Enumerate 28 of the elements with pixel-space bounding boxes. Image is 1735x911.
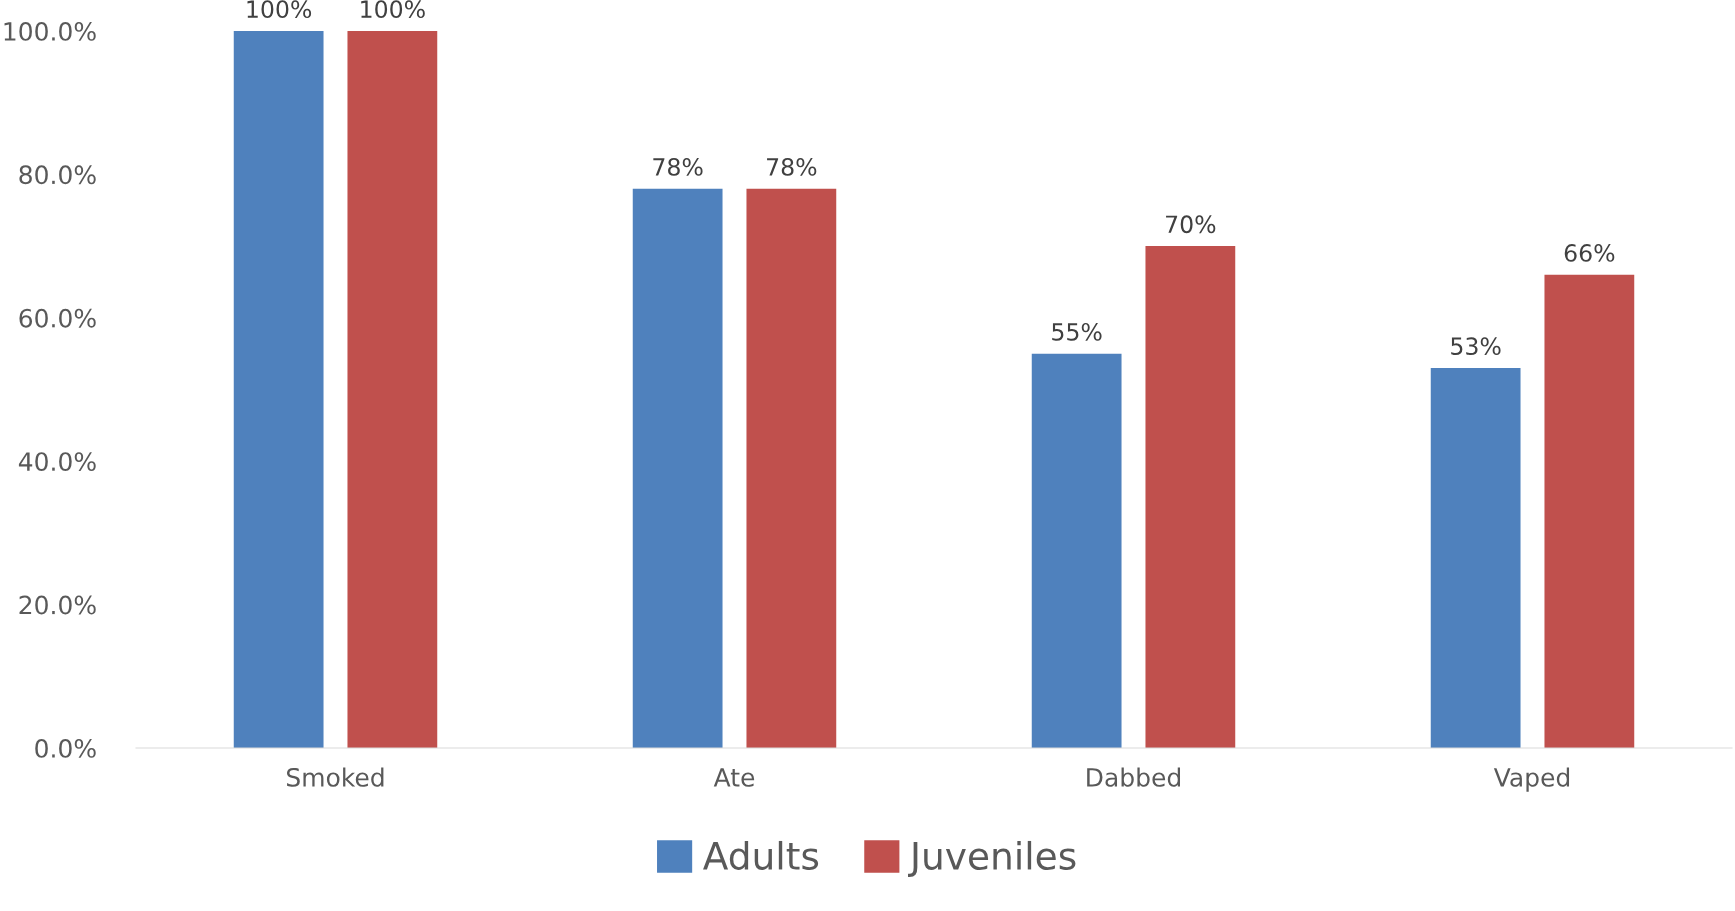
data-label: 100% bbox=[361, 0, 425, 19]
y-tick-label: 60.0% bbox=[19, 308, 96, 328]
bar bbox=[746, 188, 837, 748]
data-label: 70% bbox=[1166, 215, 1216, 234]
bar bbox=[1430, 367, 1521, 748]
y-tick-label: 0.0% bbox=[35, 738, 96, 758]
bar bbox=[347, 31, 438, 748]
y-tick-label: 20.0% bbox=[19, 595, 96, 615]
data-label: 100% bbox=[247, 0, 312, 19]
data-label: 55% bbox=[1052, 322, 1102, 341]
data-label: 53% bbox=[1451, 337, 1501, 356]
data-label: 78% bbox=[767, 157, 817, 176]
x-tick-label: Dabbed bbox=[1087, 767, 1180, 787]
y-tick-label: 80.0% bbox=[19, 165, 96, 185]
y-tick-label: 100.0% bbox=[4, 21, 96, 41]
x-tick-label: Vaped bbox=[1493, 767, 1570, 792]
legend-label: Adults bbox=[703, 840, 819, 870]
legend-label: Juveniles bbox=[908, 840, 1076, 877]
bar bbox=[1031, 353, 1122, 748]
bar bbox=[632, 188, 723, 748]
bar bbox=[233, 31, 324, 748]
x-tick-label: Smoked bbox=[286, 767, 384, 787]
bar bbox=[1145, 246, 1236, 748]
y-tick-label: 40.0% bbox=[18, 452, 96, 472]
data-label: 66% bbox=[1564, 244, 1615, 262]
data-label: 78% bbox=[653, 157, 703, 176]
x-tick-label: Ate bbox=[713, 768, 755, 787]
bar bbox=[1544, 274, 1635, 748]
